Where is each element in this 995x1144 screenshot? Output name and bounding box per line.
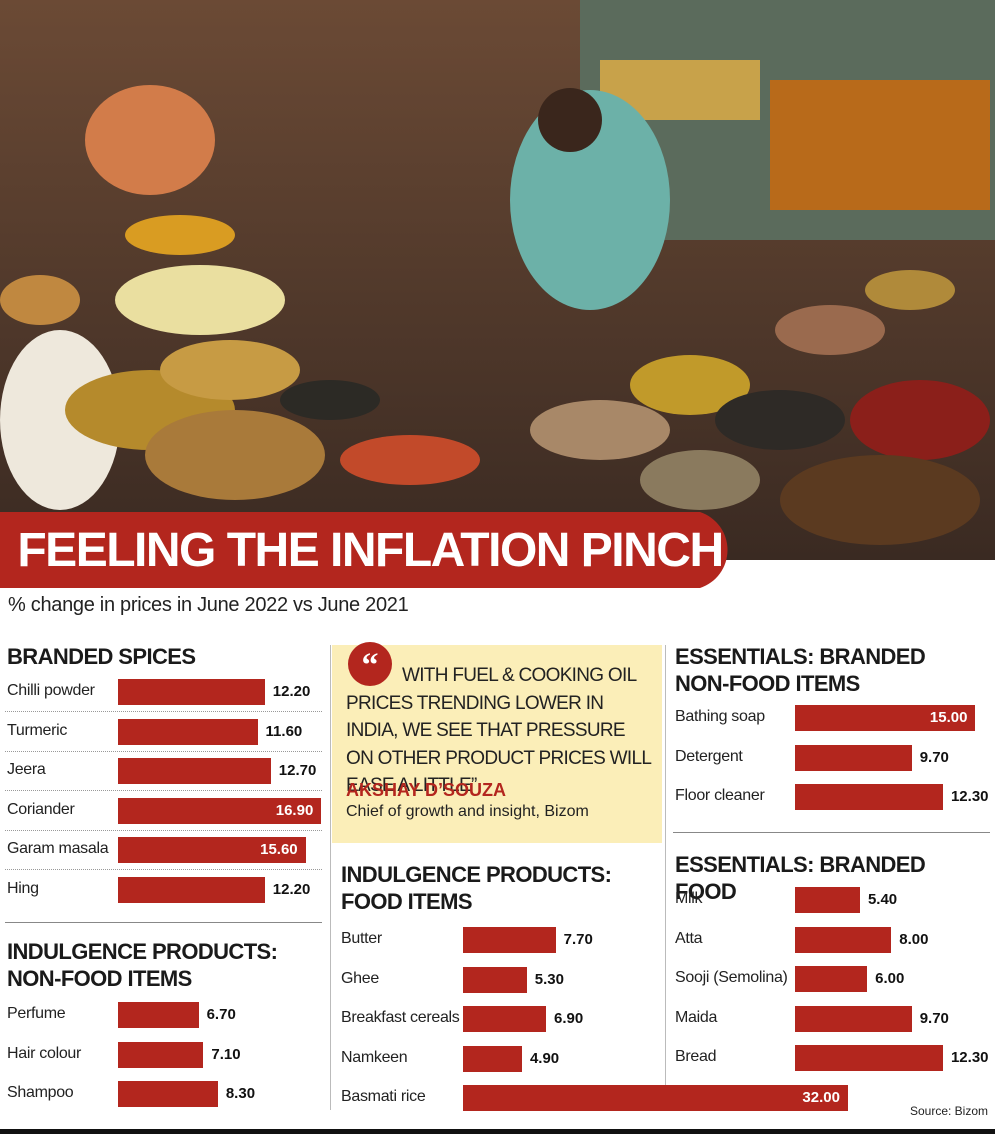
value-label: 8.00 [899, 930, 929, 948]
bar [795, 887, 860, 913]
category-label: Butter [341, 930, 382, 947]
bar [118, 876, 265, 903]
bar [795, 705, 976, 731]
category-label: Sooji (Semolina) [675, 969, 788, 986]
category-label: Ghee [341, 969, 379, 987]
row-separator [5, 790, 322, 791]
category-label: Floor cleaner [675, 787, 765, 804]
bar [118, 1041, 204, 1068]
bar [795, 1005, 912, 1032]
column-divider [665, 645, 666, 1110]
value-label: 5.30 [534, 970, 564, 988]
chart-title: BRANDED SPICES [7, 644, 196, 669]
title-banner [0, 512, 728, 588]
row-separator [5, 869, 322, 870]
value-label: 5.40 [867, 891, 898, 908]
category-label: Basmati rice [341, 1088, 426, 1105]
category-label: Bathing soap [675, 708, 765, 725]
category-label: Breakfast cereals [341, 1009, 460, 1026]
value-label: 6.70 [206, 1006, 236, 1023]
value-label: 12.20 [272, 683, 311, 700]
bar [795, 784, 943, 810]
value-label: 6.90 [554, 1010, 584, 1027]
chart-title: ESSENTIALS: BRANDED NON-FOOD ITEMS [675, 644, 926, 696]
quote-role: Chief of growth and insight, Bizom [346, 803, 589, 820]
bar [118, 718, 258, 745]
bar [463, 1085, 848, 1111]
chart-title: INDULGENCE PRODUCTS: NON-FOOD ITEMS [7, 939, 278, 991]
bar [795, 1045, 943, 1071]
value-label: 15.00 [929, 709, 968, 726]
value-label: 15.60 [260, 841, 298, 858]
bar [118, 679, 265, 705]
category-label: Maida [675, 1008, 718, 1026]
value-label: 6.00 [875, 970, 905, 987]
category-label: Namkeen [341, 1048, 408, 1066]
bar [118, 758, 271, 784]
value-label: 8.30 [225, 1085, 256, 1102]
bar [795, 966, 868, 992]
value-label: 4.90 [529, 1049, 560, 1067]
bar [463, 927, 556, 953]
quote-icon: “ [348, 642, 392, 686]
value-label: 12.70 [278, 762, 317, 779]
chart-title: INDULGENCE PRODUCTS: FOOD ITEMS [341, 862, 612, 914]
category-label: Coriander [7, 800, 75, 818]
section-divider [673, 832, 990, 833]
value-label: 12.20 [272, 880, 311, 898]
category-label: Chilli powder [7, 682, 95, 699]
value-label: 9.70 [919, 748, 949, 766]
value-label: 7.10 [211, 1045, 241, 1063]
bar [795, 926, 892, 953]
value-label: 12.30 [950, 1049, 989, 1066]
bar [463, 1006, 546, 1032]
row-separator [5, 750, 322, 752]
category-label: Hing [7, 879, 39, 897]
svg-text:“: “ [362, 647, 379, 684]
row-separator [5, 711, 322, 712]
category-label: Detergent [675, 747, 743, 765]
category-label: Hair colour [7, 1044, 82, 1062]
quote-author: AKSHAY D’SOUZA [346, 780, 507, 800]
bar [118, 1002, 199, 1028]
column-divider [330, 645, 331, 1110]
category-label: Shampoo [7, 1084, 74, 1101]
source: Source: Bizom [909, 1104, 988, 1118]
category-label: Garam masala [7, 840, 109, 857]
value-label: 12.30 [950, 788, 989, 805]
subtitle: % change in prices in June 2022 vs June … [8, 594, 409, 616]
value-label: 9.70 [919, 1009, 949, 1027]
category-label: Jeera [7, 761, 46, 778]
category-label: Bread [675, 1048, 717, 1065]
category-label: Turmeric [7, 721, 68, 739]
quote-box [332, 645, 662, 843]
value-label: 16.90 [275, 801, 314, 819]
bottom-rule [0, 1129, 995, 1134]
bar [118, 797, 322, 824]
value-label: 7.70 [563, 931, 593, 948]
chart-title: ESSENTIALS: BRANDED FOOD [675, 852, 926, 904]
bar [463, 1045, 522, 1072]
category-label: Atta [675, 929, 703, 947]
value-label: 11.60 [265, 722, 303, 740]
category-label: Milk [675, 890, 703, 907]
quote-text: WITH FUEL & COOKING OIL PRICES TRENDING … [346, 665, 651, 796]
bar [118, 837, 306, 863]
row-separator [5, 829, 322, 831]
market-photo [0, 0, 995, 560]
category-label: Perfume [7, 1005, 66, 1022]
main-title: FEELING THE INFLATION PINCH [17, 524, 724, 577]
section-divider [5, 922, 322, 923]
value-label: 32.00 [802, 1089, 840, 1106]
bar [795, 744, 912, 771]
bar [463, 966, 527, 993]
bar [118, 1081, 218, 1107]
